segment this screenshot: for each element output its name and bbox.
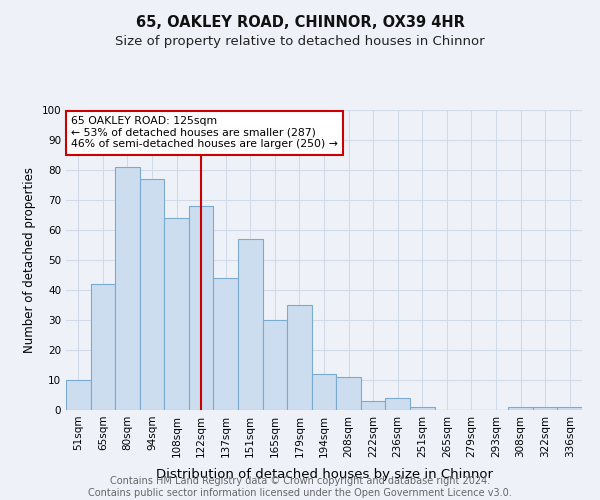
Bar [508, 407, 533, 410]
Bar [385, 398, 410, 410]
Bar [533, 407, 557, 410]
Text: 65, OAKLEY ROAD, CHINNOR, OX39 4HR: 65, OAKLEY ROAD, CHINNOR, OX39 4HR [136, 15, 464, 30]
Bar [238, 239, 263, 410]
Bar [361, 401, 385, 410]
Bar [263, 320, 287, 410]
Bar [164, 218, 189, 410]
Bar [140, 179, 164, 410]
Bar [214, 278, 238, 410]
Text: 65 OAKLEY ROAD: 125sqm
← 53% of detached houses are smaller (287)
46% of semi-de: 65 OAKLEY ROAD: 125sqm ← 53% of detached… [71, 116, 338, 149]
Y-axis label: Number of detached properties: Number of detached properties [23, 167, 36, 353]
Bar [557, 407, 582, 410]
Bar [336, 377, 361, 410]
Bar [312, 374, 336, 410]
X-axis label: Distribution of detached houses by size in Chinnor: Distribution of detached houses by size … [155, 468, 493, 481]
Text: Size of property relative to detached houses in Chinnor: Size of property relative to detached ho… [115, 35, 485, 48]
Bar [287, 305, 312, 410]
Bar [91, 284, 115, 410]
Bar [66, 380, 91, 410]
Bar [189, 206, 214, 410]
Bar [410, 407, 434, 410]
Text: Contains HM Land Registry data © Crown copyright and database right 2024.
Contai: Contains HM Land Registry data © Crown c… [88, 476, 512, 498]
Bar [115, 167, 140, 410]
